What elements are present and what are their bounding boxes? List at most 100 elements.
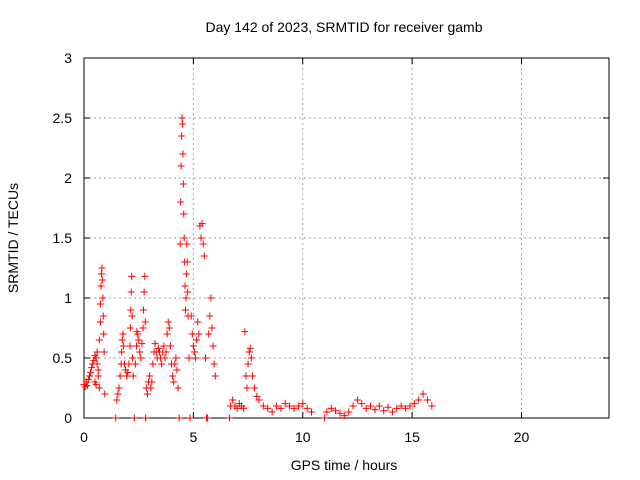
data-point bbox=[255, 396, 263, 404]
data-point bbox=[92, 380, 100, 388]
data-point bbox=[163, 330, 171, 338]
data-point bbox=[428, 402, 436, 410]
data-point bbox=[114, 390, 122, 398]
data-point bbox=[198, 220, 206, 228]
data-point bbox=[180, 234, 188, 242]
data-point bbox=[169, 372, 177, 380]
data-point bbox=[83, 382, 91, 390]
data-point bbox=[140, 288, 148, 296]
data-point bbox=[124, 368, 132, 376]
data-point bbox=[353, 396, 361, 404]
data-point bbox=[154, 344, 162, 352]
data-point bbox=[384, 403, 392, 411]
y-axis-label: SRMTID / TECUs bbox=[5, 183, 21, 293]
data-point bbox=[148, 378, 156, 386]
data-point bbox=[100, 348, 108, 356]
data-point bbox=[241, 328, 249, 336]
data-point bbox=[345, 408, 353, 416]
data-point bbox=[183, 240, 191, 248]
data-point bbox=[128, 272, 136, 280]
x-tick-label: 20 bbox=[514, 429, 530, 445]
data-point bbox=[194, 318, 202, 326]
data-point bbox=[141, 318, 149, 326]
y-tick-label: 3 bbox=[64, 50, 72, 66]
data-point bbox=[323, 408, 331, 416]
data-point bbox=[176, 240, 184, 248]
x-tick-label: 0 bbox=[80, 429, 88, 445]
data-point bbox=[141, 272, 149, 280]
y-tick-label: 0.5 bbox=[53, 350, 73, 366]
data-point bbox=[182, 294, 190, 302]
data-point bbox=[160, 342, 168, 350]
y-tick-label: 2 bbox=[64, 170, 72, 186]
data-point bbox=[183, 258, 191, 266]
data-point bbox=[393, 404, 401, 412]
x-axis-label: GPS time / hours bbox=[291, 457, 398, 473]
data-point bbox=[186, 414, 194, 422]
data-point bbox=[129, 354, 137, 362]
data-point bbox=[151, 340, 159, 348]
data-point bbox=[177, 162, 185, 170]
data-point bbox=[173, 366, 181, 374]
data-point bbox=[402, 404, 410, 412]
data-point bbox=[253, 392, 261, 400]
data-point bbox=[268, 408, 276, 416]
data-point bbox=[419, 390, 427, 398]
data-point bbox=[133, 342, 140, 350]
data-point bbox=[135, 336, 143, 344]
data-point bbox=[375, 402, 383, 410]
data-point bbox=[138, 340, 146, 348]
y-tick-label: 1 bbox=[64, 290, 72, 306]
y-tick-label: 2.5 bbox=[53, 110, 73, 126]
data-point bbox=[200, 252, 208, 260]
data-point bbox=[94, 372, 102, 380]
data-point bbox=[259, 402, 267, 410]
data-point bbox=[199, 240, 207, 248]
data-point bbox=[406, 402, 414, 410]
data-point bbox=[190, 348, 198, 356]
data-point bbox=[119, 330, 127, 338]
data-point bbox=[164, 318, 172, 326]
data-point bbox=[134, 330, 142, 338]
data-point bbox=[308, 408, 315, 416]
data-point bbox=[125, 360, 133, 368]
data-point bbox=[143, 390, 151, 398]
data-point bbox=[97, 282, 105, 290]
data-point bbox=[118, 336, 126, 344]
data-point bbox=[123, 372, 131, 380]
data-point bbox=[185, 354, 193, 362]
data-point bbox=[197, 234, 205, 242]
data-point bbox=[371, 406, 379, 414]
data-point bbox=[98, 276, 106, 284]
data-point bbox=[175, 414, 183, 422]
data-point bbox=[128, 312, 136, 320]
data-point bbox=[119, 342, 127, 350]
data-point bbox=[158, 360, 166, 368]
data-point bbox=[211, 372, 219, 380]
data-point bbox=[112, 414, 120, 422]
data-point bbox=[118, 348, 126, 356]
data-point bbox=[127, 288, 135, 296]
data-point bbox=[281, 400, 289, 408]
data-point bbox=[327, 404, 335, 412]
data-point bbox=[201, 354, 209, 362]
data-point bbox=[171, 360, 179, 368]
data-point bbox=[209, 342, 217, 350]
data-point bbox=[243, 384, 251, 392]
data-point bbox=[170, 378, 178, 386]
data-point bbox=[192, 354, 200, 362]
data-point bbox=[139, 324, 147, 332]
data-point bbox=[273, 402, 280, 410]
data-point bbox=[136, 348, 144, 356]
axis-ticks: 0 5 10 15 20 0 0.5 1 1.5 2 2.5 3 bbox=[53, 50, 609, 445]
data-point bbox=[277, 404, 285, 412]
data-point bbox=[189, 342, 197, 350]
data-point bbox=[126, 324, 134, 332]
data-point bbox=[299, 400, 307, 408]
data-point bbox=[358, 400, 366, 408]
data-point bbox=[229, 396, 237, 404]
data-point bbox=[127, 306, 135, 314]
data-point bbox=[182, 306, 189, 314]
data-point bbox=[178, 120, 186, 128]
data-point bbox=[87, 368, 95, 376]
